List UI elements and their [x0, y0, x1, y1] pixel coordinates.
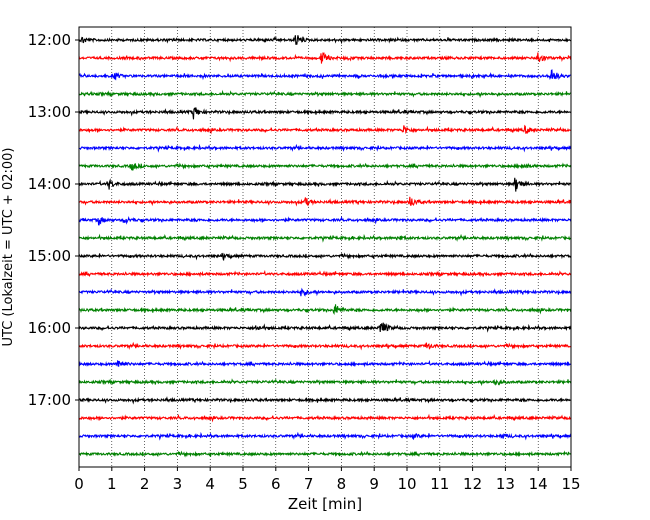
trace-1315 — [78, 124, 572, 135]
y-tick-label: 15:00 — [28, 247, 71, 265]
trace-1345 — [78, 162, 572, 171]
trace-1715 — [78, 413, 572, 423]
x-tick-label: 14 — [529, 475, 548, 493]
y-tick-label: 17:00 — [28, 391, 71, 409]
trace-1515 — [78, 269, 572, 278]
plot-frame — [78, 26, 572, 468]
trace-1200 — [78, 35, 572, 45]
x-tick-label: 6 — [271, 475, 281, 493]
trace-1300 — [78, 107, 572, 120]
trace-1230 — [78, 69, 572, 81]
trace-1330 — [78, 143, 572, 153]
trace-1545 — [78, 304, 572, 315]
trace-1615 — [78, 341, 572, 351]
y-tick-label: 14:00 — [28, 175, 71, 193]
x-tick-label: 9 — [369, 475, 379, 493]
y-axis-ticks: 12:00 13:00 14:00 15:00 16:00 17:00 — [28, 31, 79, 409]
x-tick-label: 7 — [304, 475, 314, 493]
x-tick-label: 10 — [397, 475, 416, 493]
trace-1500 — [78, 252, 572, 261]
x-axis-title: Zeit [min] — [288, 495, 362, 513]
x-axis-ticks: 0 1 2 3 4 5 6 7 8 9 10 11 12 13 14 15 — [74, 467, 581, 493]
trace-1630 — [78, 359, 572, 368]
y-axis-title: UTC (Lokalzeit = UTC + 02:00) — [1, 148, 16, 347]
trace-1400 — [78, 177, 572, 192]
x-tick-label: 1 — [107, 475, 117, 493]
x-tick-label: 12 — [463, 475, 482, 493]
x-tick-label: 8 — [337, 475, 347, 493]
trace-1245 — [78, 89, 572, 99]
trace-1700 — [78, 396, 572, 405]
x-tick-label: 0 — [74, 475, 84, 493]
trace-1430 — [78, 215, 572, 226]
trace-1645 — [78, 378, 572, 387]
vertical-grid-lines — [111, 27, 539, 467]
y-tick-label: 13:00 — [28, 103, 71, 121]
y-tick-label: 12:00 — [28, 31, 71, 49]
trace-1215 — [78, 52, 572, 64]
x-tick-label: 13 — [496, 475, 515, 493]
trace-1745 — [78, 450, 572, 458]
trace-1600 — [78, 322, 572, 333]
x-tick-label: 5 — [238, 475, 248, 493]
seismogram-traces — [78, 35, 572, 458]
trace-1730 — [78, 431, 572, 441]
x-tick-label: 3 — [173, 475, 183, 493]
x-tick-label: 2 — [140, 475, 150, 493]
trace-1530 — [78, 287, 572, 297]
x-tick-label: 15 — [561, 475, 580, 493]
trace-1445 — [78, 233, 572, 243]
x-tick-label: 4 — [205, 475, 215, 493]
x-tick-label: 11 — [430, 475, 449, 493]
y-tick-label: 16:00 — [28, 319, 71, 337]
trace-1415 — [78, 196, 572, 207]
